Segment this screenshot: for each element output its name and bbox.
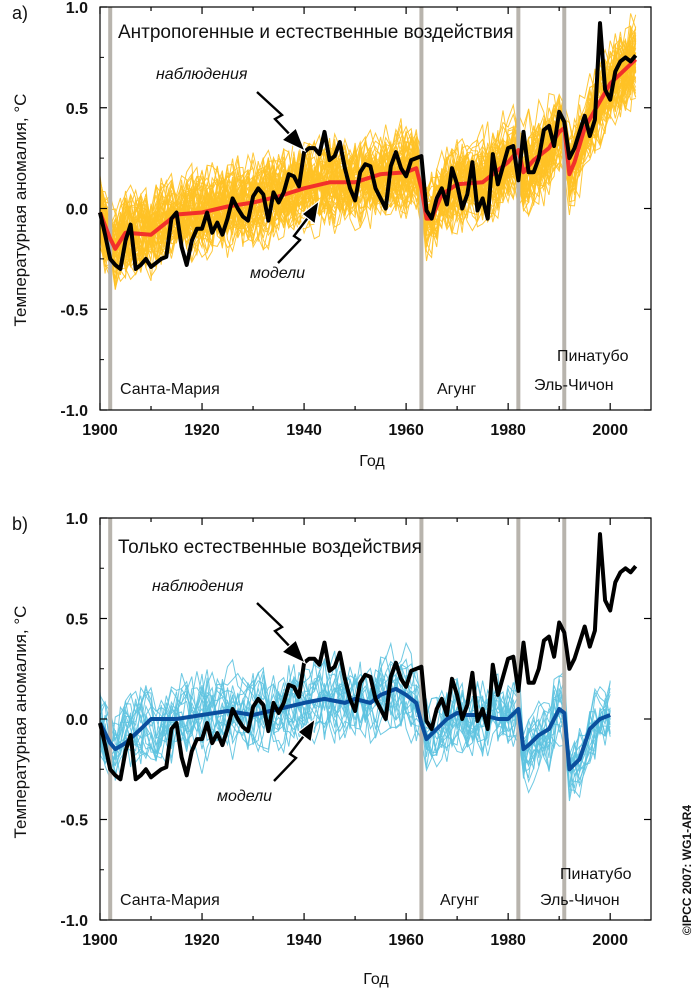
y-axis-label: Температурная аномалия, °C [11,606,30,839]
y-axis-ticks: 1.0 0.5 0.0 -0.5 -1.0 [60,0,651,420]
x-tick-label: 1980 [490,932,526,949]
model-run-line [99,658,611,768]
panel-a: a) 1.0 0.5 0.0 -0.5 -1.0 1900 1920 1940 1960 198… [11,0,652,470]
x-tick-label: 2000 [592,422,628,439]
x-tick-label: 1940 [286,932,322,949]
y-axis-ticks: 1.0 0.5 0.0 -0.5 -1.0 [60,511,651,930]
volcano-label-pinatubo: Пинатубо [557,348,629,365]
y-tick-label: 0.0 [66,202,88,219]
observed-series [98,532,638,782]
annotation-arrows [255,601,316,783]
x-tick-label: 1920 [184,932,220,949]
arrow-head [280,638,307,665]
arrow-head [297,717,316,744]
y-tick-label: -0.5 [60,302,88,319]
x-tick-label: 1980 [490,422,526,439]
model-run-line [99,65,637,264]
y-tick-label: 1.0 [66,0,88,17]
observed-annotation: наблюдения [152,578,244,595]
x-tick-label: 1900 [82,422,118,439]
y-axis-label: Температурная аномалия, °C [11,94,30,327]
observed-arrow [256,602,296,653]
model-mean-line [98,686,611,772]
arrow-head [280,126,307,153]
x-axis-ticks: 1900 1920 1940 1960 1980 2000 [82,7,628,439]
volcano-lines [108,7,567,410]
y-tick-label: -1.0 [60,403,88,420]
model-run-line [99,45,636,256]
y-tick-label: 1.0 [66,511,88,528]
y-tick-label: -0.5 [60,813,88,830]
y-tick-label: -1.0 [60,913,88,930]
model-run-line [99,666,611,786]
volcano-label-santa-maria: Санта-Мария [120,892,220,909]
panel-label: b) [12,514,28,534]
chart-title: Только естественные воздействия [118,537,422,558]
x-tick-label: 1900 [82,932,118,949]
models-annotation: модели [217,788,272,805]
x-tick-label: 1920 [184,422,220,439]
x-tick-label: 1960 [388,422,424,439]
volcano-label-agung: Агунг [440,892,479,909]
volcano-label-santa-maria: Санта-Мария [120,381,220,398]
y-tick-label: 0.0 [66,712,88,729]
copyright-note: ©IPCC 2007: WG1-AR4 [680,805,694,936]
observed-line [98,532,638,782]
plot-area [98,518,638,920]
chart-title: Антропогенные и естественные воздействия [118,22,514,43]
models-annotation: модели [250,265,305,282]
x-tick-label: 1960 [388,932,424,949]
observed-arrow [256,91,296,141]
observed-annotation: наблюдения [156,66,248,83]
annotation-arrows [255,90,320,265]
models-arrow [273,732,307,782]
x-tick-label: 2000 [592,932,628,949]
model-run-line [99,658,611,781]
volcano-label-pinatubo: Пинатубо [560,866,632,883]
volcano-label-el-chichon: Эль-Чичон [540,892,620,909]
x-axis-label: Год [359,453,385,470]
x-tick-label: 1940 [286,422,322,439]
observed-line [98,21,638,271]
y-tick-label: 0.5 [66,101,88,118]
model-run-line [99,48,637,265]
models-arrow [277,214,311,264]
arrow-head [301,199,320,226]
model-mean-series [98,686,611,772]
volcano-label-el-chichon: Эль-Чичон [534,377,614,394]
x-axis-label: Год [363,971,389,988]
y-tick-label: 0.5 [66,612,88,629]
x-axis-ticks: 1900 1920 1940 1960 1980 2000 [82,518,628,949]
model-run-line [99,50,637,268]
plot-area [98,7,638,410]
panel-b: b) 1.0 0.5 0.0 -0.5 -1.0 1900 1920 1940 1960 198… [11,511,652,988]
volcano-label-agung: Агунг [437,381,476,398]
observed-series [98,21,638,271]
panel-label: a) [12,3,28,23]
